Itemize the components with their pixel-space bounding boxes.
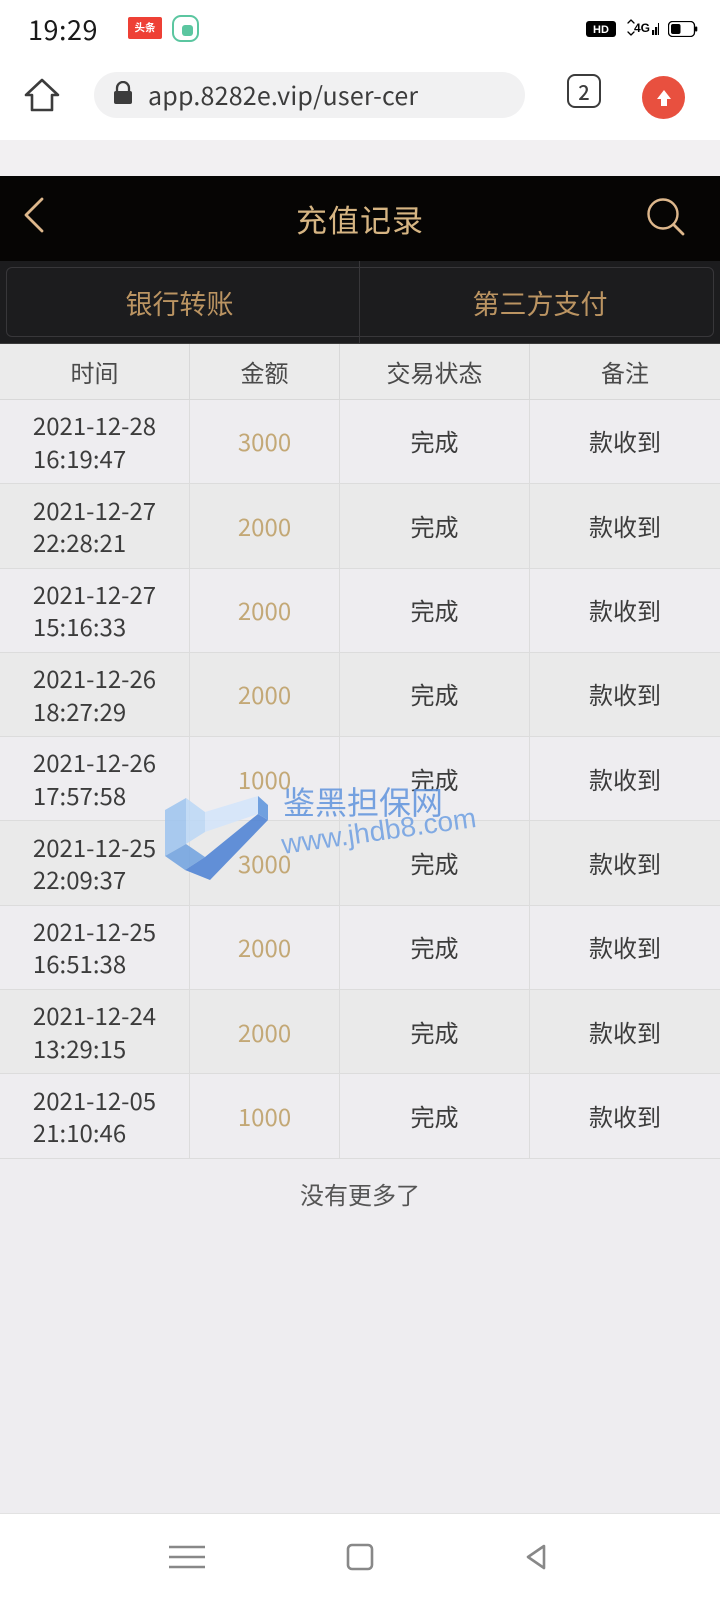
svg-text:HD: HD <box>593 24 609 36</box>
svg-text:4G: 4G <box>634 21 650 35</box>
